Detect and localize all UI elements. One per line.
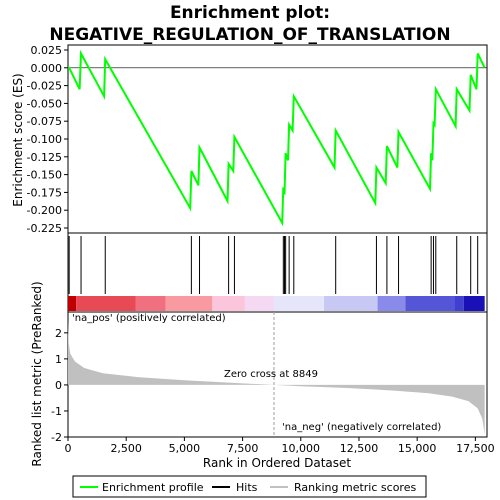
metric-tick-label: 1 <box>55 353 62 366</box>
es-axis: 0.025 0.000 -0.025 -0.050 -0.075 -0.100 -0.125… <box>27 44 68 235</box>
heat-segment <box>165 296 213 311</box>
es-tick-label: -0.175 <box>27 186 62 199</box>
es-tick-label: -0.050 <box>27 97 62 110</box>
metric-tick-label: -2 <box>51 431 62 444</box>
x-tick-label: 17,500 <box>456 442 495 455</box>
legend-hits-label: Hits <box>236 481 258 494</box>
heat-segment <box>68 296 77 311</box>
legend-profile-label: Enrichment profile <box>102 481 204 494</box>
metric-tick-label: 0 <box>55 379 62 392</box>
es-panel <box>67 44 488 234</box>
heat-segment <box>454 296 464 311</box>
chart-title-line-2: NEGATIVE_REGULATION_OF_TRANSLATION <box>49 25 450 45</box>
x-tick-label: 2,500 <box>110 442 142 455</box>
metric-tick-label: 2 <box>55 327 62 340</box>
x-axis: 0 2,500 5,000 7,500 10,000 12,500 15,000 17,500 <box>65 437 495 455</box>
chart-title-line-1: Enrichment plot: <box>170 3 330 23</box>
hits-marks <box>68 236 479 294</box>
es-tick-label: -0.225 <box>27 222 62 235</box>
heat-segment <box>377 296 406 311</box>
x-tick-label: 15,000 <box>398 442 437 455</box>
x-tick-label: 0 <box>65 442 72 455</box>
es-tick-label: -0.100 <box>27 133 62 146</box>
zero-cross-label: Zero cross at 8849 <box>224 369 318 380</box>
es-tick-label: 0.000 <box>31 62 63 75</box>
heat-segment <box>76 296 136 311</box>
heat-segment <box>244 296 274 311</box>
ranking-heat-bar <box>68 296 485 311</box>
metric-tick-label: -1 <box>51 405 62 418</box>
es-tick-label: 0.025 <box>31 44 63 57</box>
metric-axis: 2 1 0 -1 -2 <box>51 327 68 444</box>
metric-y-axis-label: Ranked list metric (PreRanked) <box>30 281 44 466</box>
positive-correlation-label: 'na_pos' (positively correlated) <box>72 313 226 324</box>
x-axis-label: Rank in Ordered Dataset <box>203 456 351 470</box>
heat-segment <box>324 296 378 311</box>
heat-segment <box>405 296 455 311</box>
x-tick-label: 7,500 <box>227 442 259 455</box>
es-tick-label: -0.025 <box>27 80 62 93</box>
metric-panel <box>67 311 488 438</box>
x-tick-label: 5,000 <box>169 442 201 455</box>
es-tick-label: -0.125 <box>27 151 62 164</box>
es-tick-label: -0.200 <box>27 204 62 217</box>
heat-segment <box>135 296 166 311</box>
legend-box <box>72 475 427 498</box>
es-tick-label: -0.150 <box>27 169 62 182</box>
x-tick-label: 12,500 <box>340 442 379 455</box>
enrichment-profile-line <box>68 49 486 227</box>
es-y-axis-label: Enrichment score (ES) <box>11 73 25 206</box>
es-tick-label: -0.075 <box>27 115 62 128</box>
heat-segment <box>212 296 245 311</box>
negative-correlation-label: 'na_neg' (negatively correlated) <box>282 422 441 433</box>
heat-segment <box>273 296 325 311</box>
legend-metric-label: Ranking metric scores <box>294 481 416 494</box>
x-tick-label: 10,000 <box>282 442 321 455</box>
heat-segment <box>463 296 485 311</box>
